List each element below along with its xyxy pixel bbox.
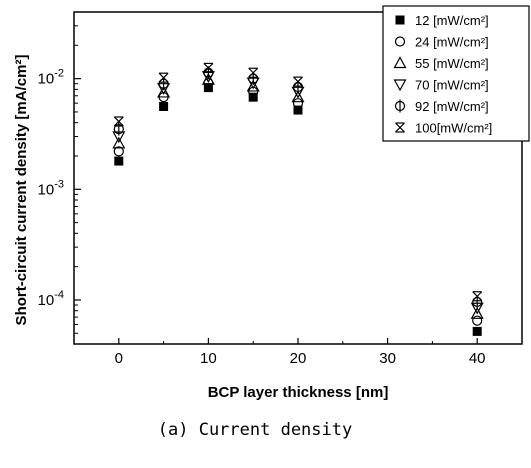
data-point [292, 98, 304, 109]
data-point [293, 105, 303, 115]
data-point [158, 77, 169, 91]
data-point [113, 116, 124, 127]
data-point [292, 80, 304, 94]
legend: 12 [mW/cm²] 24 [mW/cm²] 55 [mW/cm²] 70 [mW/… [382, 5, 530, 142]
data-point [472, 326, 482, 336]
x-tick-label: 20 [290, 350, 307, 367]
y-axis-ticks: 10-2 10-3 10-4 [38, 25, 81, 334]
legend-marker [393, 79, 407, 92]
legend-entry: 12 [mW/cm²] [415, 13, 489, 28]
y-tick-label: 10-4 [38, 289, 64, 309]
legend-marker [395, 15, 405, 25]
data-point [472, 315, 483, 326]
data-point [113, 146, 124, 157]
legend-marker [394, 36, 406, 47]
data-point [112, 136, 126, 149]
x-tick-label: 0 [115, 350, 123, 367]
x-tick-label: 30 [379, 350, 396, 367]
legend-box [382, 5, 530, 142]
x-axis-ticks: 0 10 20 30 40 [115, 338, 486, 367]
data-point [158, 72, 169, 83]
data-point [472, 295, 483, 309]
data-point [114, 156, 124, 166]
data-point [248, 67, 259, 78]
y-tick-label: 10-3 [38, 178, 64, 198]
y-tick-label: 10-2 [38, 68, 64, 88]
x-axis-label: BCP layer thickness [nm] [208, 384, 389, 401]
data-point [248, 72, 259, 86]
data-point [159, 101, 169, 111]
legend-marker [393, 56, 407, 69]
x-tick-label: 10 [200, 350, 217, 367]
legend-marker [395, 122, 405, 133]
legend-entry: 55 [mW/cm²] [415, 56, 489, 71]
data-points [112, 62, 484, 336]
data-point [470, 307, 484, 319]
y-axis-label: Short-circuit current density [mA/cm²] [13, 55, 30, 326]
legend-entry: 100[mW/cm²] [415, 121, 492, 136]
data-point [203, 62, 214, 74]
data-point [291, 90, 305, 103]
data-point [246, 79, 260, 92]
legend-entry: 24 [mW/cm²] [415, 35, 489, 50]
data-point [248, 92, 258, 102]
data-point [201, 72, 215, 85]
x-tick-label: 40 [469, 350, 486, 367]
legend-entry: 70 [mW/cm²] [415, 78, 489, 93]
legend-entry: 92 [mW/cm²] [415, 99, 489, 114]
figure-caption: (a) Current density [158, 420, 352, 440]
data-point [472, 291, 483, 302]
legend-marker [394, 99, 406, 113]
data-point [293, 76, 303, 87]
data-point [113, 122, 124, 136]
data-point [157, 85, 171, 98]
